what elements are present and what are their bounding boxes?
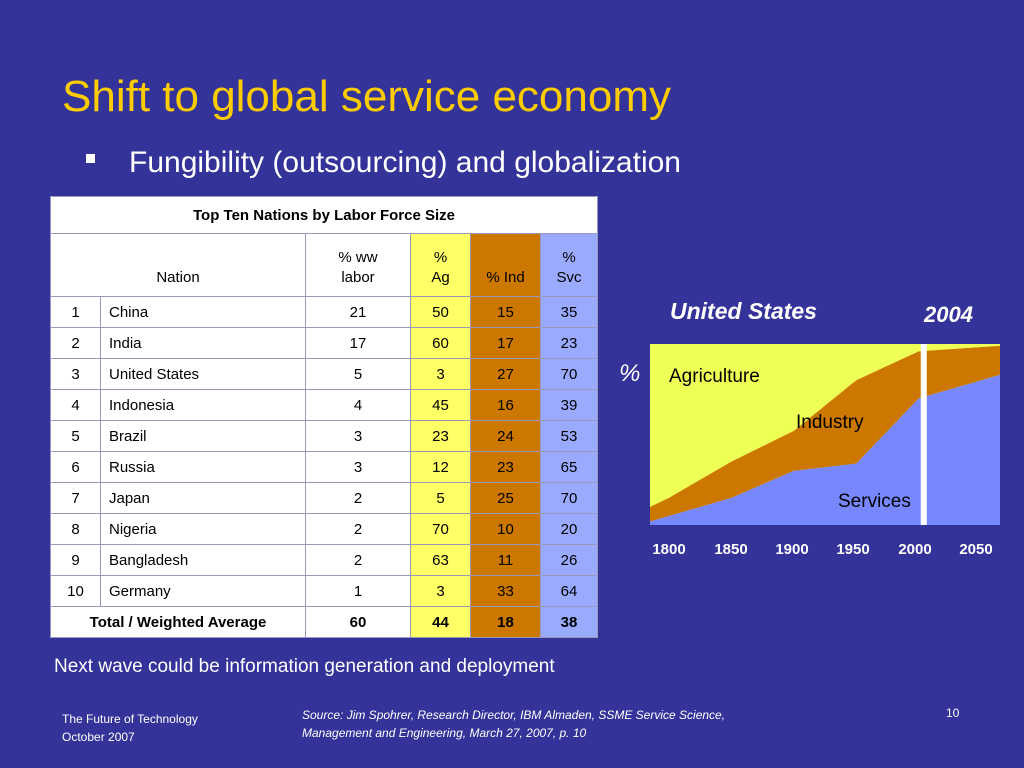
bullet-point: Fungibility (outsourcing) and globalizat… <box>86 146 681 180</box>
header-ww-labor: % ww labor <box>305 233 411 297</box>
row-ind: 27 <box>470 358 541 390</box>
table-row: 8 Nigeria 2 70 10 20 <box>50 513 598 545</box>
row-rank: 10 <box>50 575 101 607</box>
row-ww-labor: 21 <box>305 296 411 328</box>
row-ww-labor: 17 <box>305 327 411 359</box>
header-ag: % Ag <box>410 233 471 297</box>
area-services <box>650 374 1000 525</box>
row-ww-labor: 3 <box>305 420 411 452</box>
row-svc: 70 <box>540 358 598 390</box>
row-svc: 35 <box>540 296 598 328</box>
series-label-services: Services <box>838 491 911 512</box>
row-svc: 70 <box>540 482 598 514</box>
row-nation: Japan <box>100 482 306 514</box>
x-tick-label: 1850 <box>714 541 747 558</box>
row-ag: 5 <box>410 482 471 514</box>
row-svc: 64 <box>540 575 598 607</box>
area-industry <box>650 345 1000 522</box>
source-line-2: Management and Engineering, March 27, 20… <box>302 726 587 740</box>
table-row: 2 India 17 60 17 23 <box>50 327 598 359</box>
row-nation: Germany <box>100 575 306 607</box>
header-svc: % Svc <box>540 233 598 297</box>
row-svc: 20 <box>540 513 598 545</box>
total-ww: 60 <box>305 606 411 638</box>
area-agriculture <box>650 344 1000 507</box>
table-header-row: Nation % ww labor % Ag % Ind % Svc <box>50 233 598 297</box>
x-tick-label: 1950 <box>836 541 869 558</box>
table-row: 4 Indonesia 4 45 16 39 <box>50 389 598 421</box>
footer-presentation-title: The Future of Technology <box>62 712 198 726</box>
source-citation: Source: Jim Spohrer, Research Director, … <box>302 706 822 742</box>
table-row: 5 Brazil 3 23 24 53 <box>50 420 598 452</box>
year-marker-line <box>920 344 927 525</box>
table-row: 7 Japan 2 5 25 70 <box>50 482 598 514</box>
total-label: Total / Weighted Average <box>50 606 306 638</box>
table-row: 3 United States 5 3 27 70 <box>50 358 598 390</box>
row-ag: 12 <box>410 451 471 483</box>
slide-title: Shift to global service economy <box>62 72 671 121</box>
row-svc: 65 <box>540 451 598 483</box>
page-number: 10 <box>946 706 960 720</box>
row-ind: 23 <box>470 451 541 483</box>
header-nation: Nation <box>50 233 306 297</box>
footer-left: The Future of Technology October 2007 <box>62 710 198 746</box>
row-ag: 23 <box>410 420 471 452</box>
row-ind: 11 <box>470 544 541 576</box>
row-ag: 50 <box>410 296 471 328</box>
row-nation: Brazil <box>100 420 306 452</box>
row-ag: 45 <box>410 389 471 421</box>
row-nation: Indonesia <box>100 389 306 421</box>
x-tick-label: 1900 <box>775 541 808 558</box>
row-ind: 25 <box>470 482 541 514</box>
row-ww-labor: 3 <box>305 451 411 483</box>
x-tick-label: 2050 <box>959 541 992 558</box>
row-nation: United States <box>100 358 306 390</box>
chart-y-label: % <box>619 360 641 387</box>
row-rank: 4 <box>50 389 101 421</box>
table-row: 6 Russia 3 12 23 65 <box>50 451 598 483</box>
row-ind: 16 <box>470 389 541 421</box>
labor-force-table: Top Ten Nations by Labor Force Size Nati… <box>50 196 598 638</box>
row-nation: Russia <box>100 451 306 483</box>
total-ind: 18 <box>470 606 541 638</box>
square-bullet-icon <box>86 153 95 163</box>
row-ww-labor: 2 <box>305 544 411 576</box>
table-total-row: Total / Weighted Average 60 44 18 38 <box>50 606 598 638</box>
total-svc: 38 <box>540 606 598 638</box>
year-marker-label: 2004 <box>924 302 973 327</box>
series-label-industry: Industry <box>796 412 864 433</box>
bullet-text: Fungibility (outsourcing) and globalizat… <box>129 146 681 179</box>
total-ag: 44 <box>410 606 471 638</box>
table-row: 9 Bangladesh 2 63 11 26 <box>50 544 598 576</box>
row-ww-labor: 2 <box>305 482 411 514</box>
row-svc: 26 <box>540 544 598 576</box>
row-ag: 70 <box>410 513 471 545</box>
row-ind: 33 <box>470 575 541 607</box>
footer-date: October 2007 <box>62 730 135 744</box>
row-ag: 3 <box>410 358 471 390</box>
row-rank: 2 <box>50 327 101 359</box>
source-line-1: Source: Jim Spohrer, Research Director, … <box>302 708 726 722</box>
x-tick-label: 1800 <box>652 541 685 558</box>
row-svc: 23 <box>540 327 598 359</box>
row-rank: 5 <box>50 420 101 452</box>
series-label-agriculture: Agriculture <box>669 366 760 387</box>
row-svc: 39 <box>540 389 598 421</box>
row-ind: 24 <box>470 420 541 452</box>
slide-note: Next wave could be information generatio… <box>54 656 555 677</box>
chart-title: United States <box>670 298 817 324</box>
row-nation: Bangladesh <box>100 544 306 576</box>
header-ind: % Ind <box>470 233 541 297</box>
x-tick-label: 2000 <box>898 541 931 558</box>
